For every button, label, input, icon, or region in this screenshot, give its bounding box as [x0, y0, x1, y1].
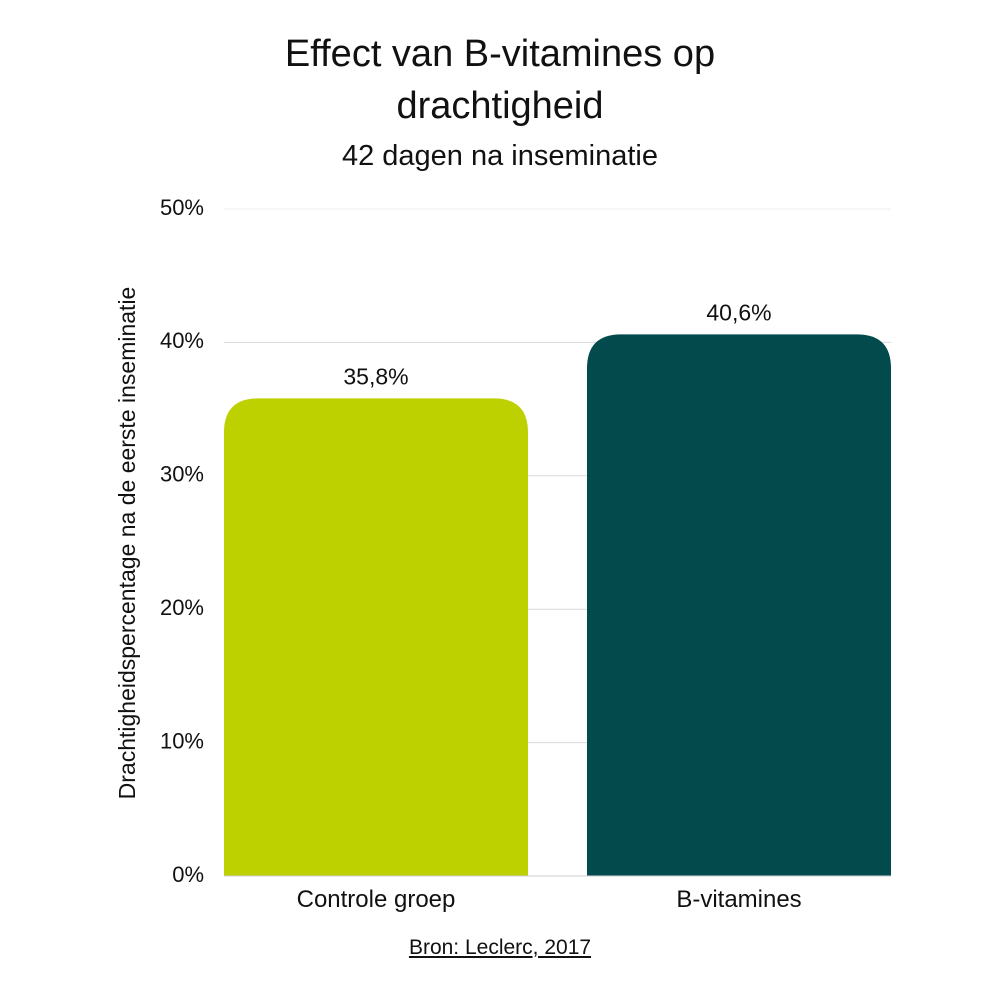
data-label: 40,6%	[706, 299, 771, 325]
data-labels: 35,8% 40,6%	[343, 299, 771, 389]
chart-title: Effect van B-vitamines op drachtigheid	[0, 28, 1000, 132]
y-tick-label: 20%	[160, 595, 204, 620]
x-category-label: Controle groep	[297, 886, 456, 913]
y-axis-ticks: 0% 10% 20% 30% 40% 50%	[160, 195, 204, 887]
bar-controle-groep	[224, 398, 528, 876]
chart-title-line-2: drachtigheid	[396, 85, 604, 127]
chart-title-line-1: Effect van B-vitamines op	[284, 33, 716, 75]
y-tick-label: 40%	[160, 328, 204, 353]
y-tick-label: 50%	[160, 195, 204, 220]
source-link[interactable]: Bron: Leclerc, 2017	[408, 936, 592, 959]
x-axis-categories: Controle groep B-vitamines	[297, 886, 802, 913]
bar-b-vitamines	[587, 334, 891, 876]
y-tick-label: 10%	[160, 728, 204, 753]
y-axis-label: Drachtigheidspercentage na de eerste ins…	[114, 287, 140, 800]
x-category-label: B-vitamines	[676, 886, 801, 913]
data-label: 35,8%	[343, 363, 408, 389]
y-tick-label: 0%	[172, 862, 204, 887]
bars	[224, 334, 891, 876]
y-tick-label: 30%	[160, 462, 204, 487]
chart-subtitle: 42 dagen na inseminatie	[341, 140, 658, 172]
